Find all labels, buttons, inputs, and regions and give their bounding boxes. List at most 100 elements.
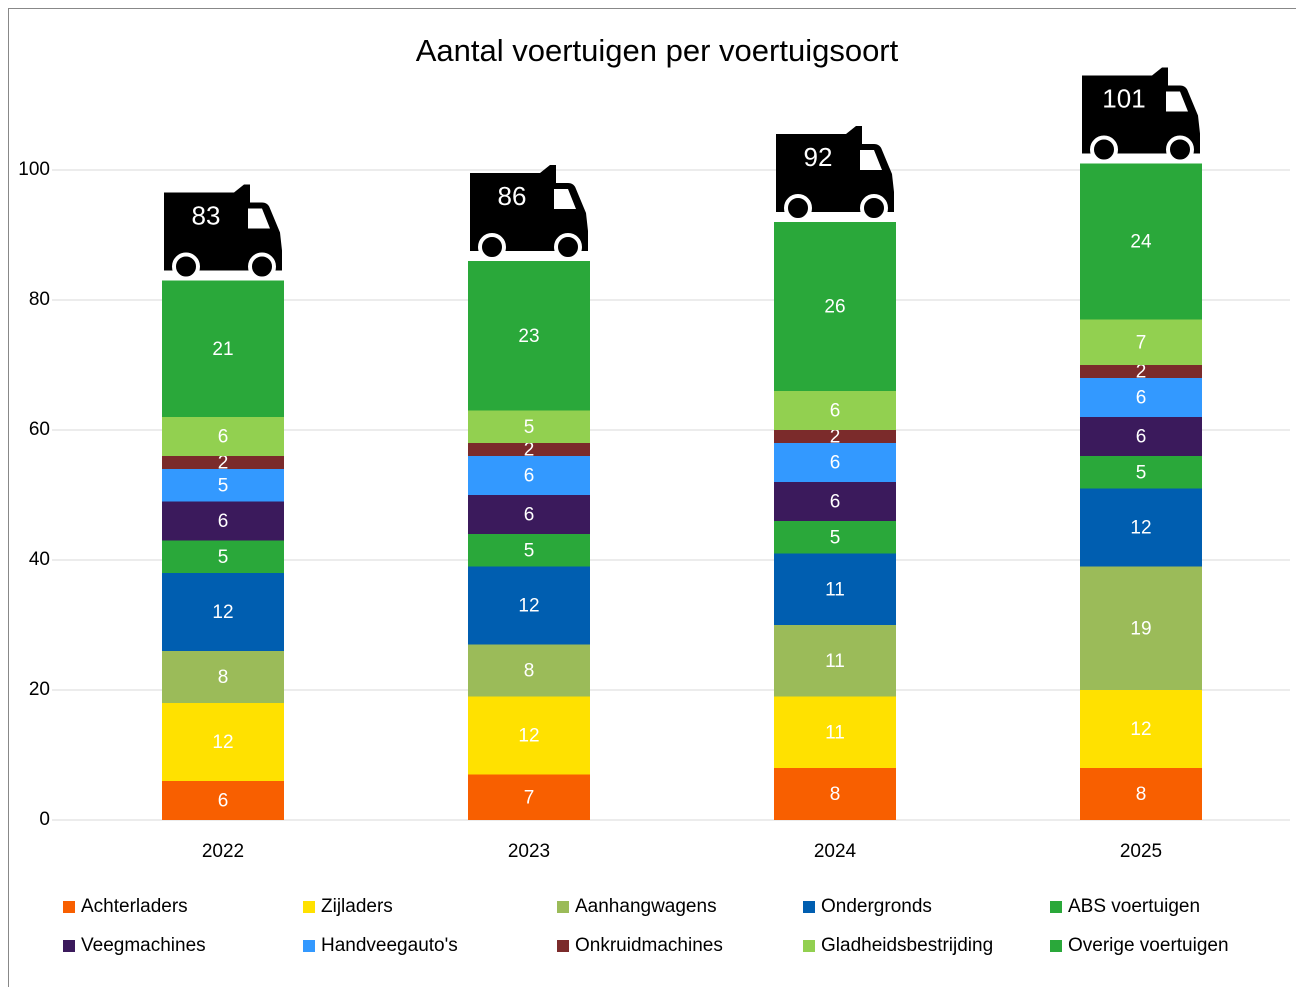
bar-segment — [1080, 456, 1202, 489]
data-label: 5 — [524, 540, 535, 561]
legend-swatch — [803, 901, 815, 913]
data-label: 6 — [830, 453, 841, 474]
bar-segment — [774, 553, 896, 625]
bar-segment — [1080, 365, 1202, 378]
data-label: 12 — [212, 602, 233, 623]
legend-swatch — [1050, 940, 1062, 952]
legend-swatch — [63, 940, 75, 952]
legend-swatch — [803, 940, 815, 952]
truck-bed — [776, 126, 862, 182]
legend-label: Handveegauto's — [321, 935, 458, 956]
data-label: 6 — [1136, 427, 1147, 448]
data-label: 8 — [524, 661, 535, 682]
data-label: 6 — [524, 505, 535, 526]
bar-segment — [162, 703, 284, 781]
bar-segment — [468, 443, 590, 456]
data-label: 5 — [218, 547, 229, 568]
bar-segment — [162, 280, 284, 417]
data-label: 6 — [218, 791, 229, 812]
bar-segment — [468, 566, 590, 645]
bar-segment — [468, 261, 590, 411]
data-label: 7 — [524, 787, 535, 808]
data-label: 21 — [212, 339, 233, 360]
data-label: 24 — [1130, 232, 1152, 253]
data-label: 6 — [830, 492, 841, 513]
truck-wheel — [248, 252, 276, 281]
bar-segment — [1080, 378, 1202, 417]
legend-label: Veegmachines — [81, 935, 206, 956]
truck-wheel — [478, 233, 506, 261]
bar-segment — [1080, 417, 1202, 456]
bar-segment — [468, 644, 590, 697]
y-tick-label: 100 — [18, 159, 50, 180]
x-tick-label: 2025 — [1120, 841, 1162, 862]
legend-label: Overige voertuigen — [1068, 935, 1229, 956]
data-label: 5 — [1136, 462, 1147, 483]
bar-segment — [468, 696, 590, 775]
legend-swatch — [63, 901, 75, 913]
bar-segment — [774, 521, 896, 554]
legend-swatch — [303, 940, 315, 952]
bar-segment — [468, 410, 590, 443]
bar-segment — [1080, 566, 1202, 690]
truck-window — [1166, 91, 1188, 112]
y-tick-label: 40 — [29, 549, 50, 570]
y-tick-label: 20 — [29, 679, 50, 700]
data-label: 5 — [218, 475, 229, 496]
legend-label: Gladheidsbestrijding — [821, 935, 993, 956]
data-label: 6 — [1136, 388, 1147, 409]
bar-segment — [774, 625, 896, 697]
y-tick-label: 0 — [39, 809, 50, 830]
data-label: 8 — [830, 784, 841, 805]
truck-window — [248, 208, 270, 229]
legend-label: Aanhangwagens — [575, 896, 717, 917]
bar-segment — [1080, 163, 1202, 320]
truck-icon: 83 — [164, 184, 282, 281]
bar-segment — [774, 482, 896, 521]
truck-wheel — [860, 194, 888, 222]
bar-segment — [162, 417, 284, 456]
bar-segment — [774, 430, 896, 443]
data-label: 2 — [524, 440, 535, 461]
data-label: 6 — [830, 401, 841, 422]
bar-segment — [162, 651, 284, 703]
bar-segment — [162, 781, 284, 820]
bar-segment — [1080, 768, 1202, 820]
data-label: 11 — [825, 651, 845, 672]
truck-bed — [164, 184, 250, 241]
bar-segment — [162, 540, 284, 573]
legend-label: Onkruidmachines — [575, 935, 723, 956]
data-label: 8 — [1136, 784, 1147, 805]
truck-window — [554, 189, 576, 209]
bar-segment — [468, 456, 590, 495]
bar-segment — [468, 495, 590, 534]
truck-wheel — [784, 194, 812, 222]
x-tick-label: 2024 — [814, 841, 857, 862]
bar-segment — [774, 696, 896, 768]
data-label: 5 — [524, 417, 535, 438]
legend-swatch — [303, 901, 315, 913]
y-tick-label: 80 — [29, 289, 50, 310]
legend-swatch — [557, 901, 569, 913]
bar-segment — [774, 222, 896, 391]
data-label: 2 — [830, 427, 841, 448]
data-label: 12 — [212, 732, 233, 753]
truck-window — [860, 150, 882, 170]
x-tick-label: 2022 — [202, 841, 244, 862]
legend-label: Ondergronds — [821, 896, 932, 917]
data-label: 6 — [218, 427, 229, 448]
chart-title: Aantal voertuigen per voertuigsoort — [416, 33, 899, 68]
bar-segment — [468, 774, 590, 820]
data-label: 6 — [524, 466, 535, 487]
data-label: 26 — [824, 297, 845, 318]
data-label: 12 — [1130, 719, 1151, 740]
legend-label: ABS voertuigen — [1068, 896, 1200, 917]
truck-bed — [470, 165, 556, 221]
truck-wheel — [554, 233, 582, 261]
bar-segment — [774, 391, 896, 430]
truck-icon: 101 — [1082, 67, 1200, 164]
bar-segment — [162, 573, 284, 651]
bar-segment — [162, 501, 284, 541]
bar-segment — [774, 443, 896, 482]
